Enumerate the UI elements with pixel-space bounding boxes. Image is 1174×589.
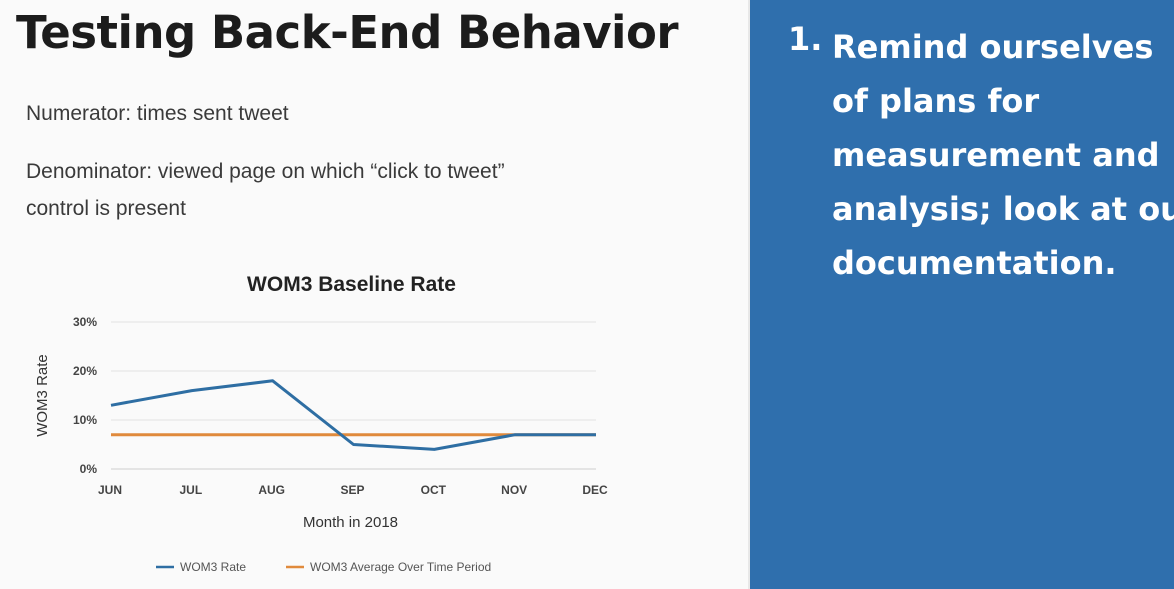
chart-title: WOM3 Baseline Rate: [247, 273, 456, 296]
y-tick-label: 20%: [73, 364, 97, 378]
denominator-text-line-1: Denominator: viewed page on which “click…: [26, 160, 505, 183]
x-tick-label: JUL: [179, 483, 202, 497]
y-tick-label: 10%: [73, 413, 97, 427]
x-axis-label: Month in 2018: [303, 514, 398, 531]
point-line: measurement and: [832, 136, 1160, 174]
x-tick-label: SEP: [340, 483, 364, 497]
x-tick-label: OCT: [421, 483, 447, 497]
x-tick-label: AUG: [258, 483, 285, 497]
x-tick-label: JUN: [98, 483, 122, 497]
numerator-text: Numerator: times sent tweet: [26, 102, 289, 125]
slide-content: Testing Back-End Behavior Numerator: tim…: [16, 6, 679, 574]
legend-label: WOM3 Rate: [180, 560, 246, 574]
point-text: Remind ourselves of plans for measuremen…: [832, 20, 1174, 290]
point-line: Remind ourselves: [832, 28, 1154, 66]
line-chart: WOM3 Baseline Rate 0% 10% 20% 30% JUN JUL AUG SE…: [34, 273, 608, 574]
point-line: of plans for: [832, 82, 1040, 120]
legend-label: WOM3 Average Over Time Period: [310, 560, 491, 574]
x-tick-label: DEC: [582, 483, 608, 497]
series-line-wom3-rate: [110, 379, 596, 451]
y-tick-label: 30%: [73, 315, 97, 329]
slide-title: Testing Back-End Behavior: [16, 6, 679, 59]
point-line: analysis; look at our: [832, 190, 1174, 228]
y-axis-label: WOM3 Rate: [34, 354, 51, 437]
x-tick-label: NOV: [501, 483, 527, 497]
note-panel: 1. Remind ourselves of plans for measure…: [748, 0, 1174, 589]
denominator-text-line-2: control is present: [26, 197, 186, 220]
point-line: documentation.: [832, 244, 1117, 282]
point-number: 1.: [788, 20, 823, 58]
y-tick-label: 0%: [80, 462, 98, 476]
